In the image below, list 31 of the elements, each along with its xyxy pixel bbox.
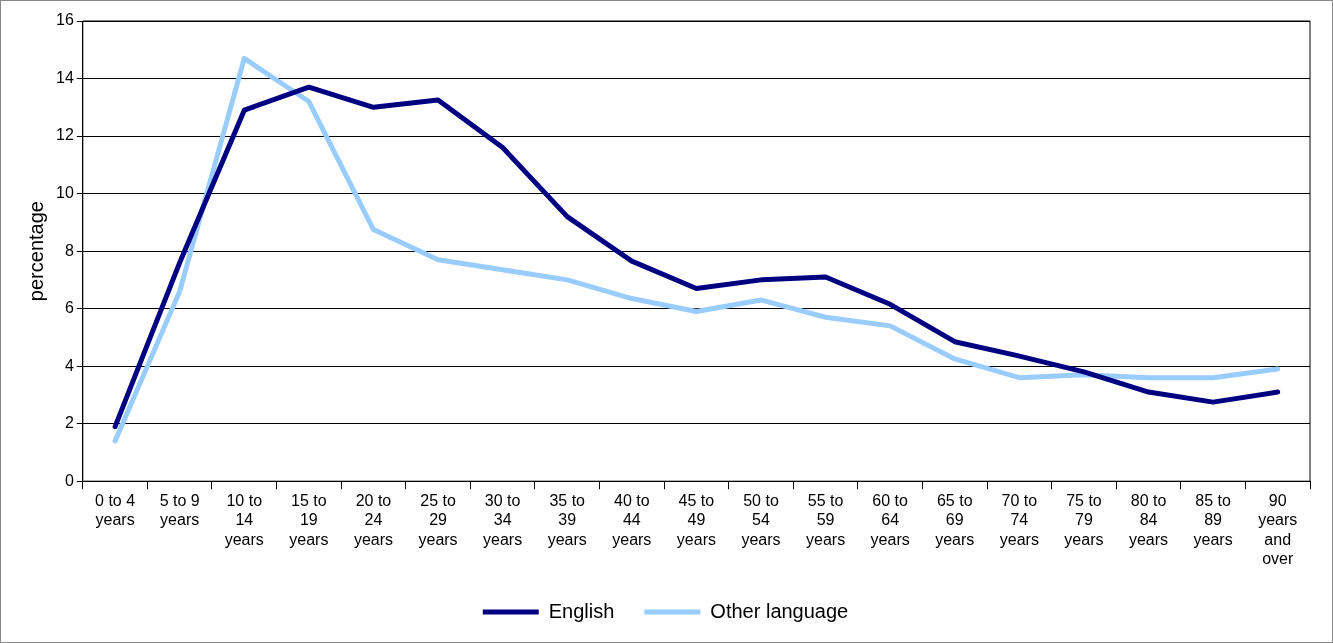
x-tick-label: 60 to 64 years [870,492,910,548]
y-tick-label: 10 [56,183,74,201]
x-tick-label: 90 years and over [1258,492,1298,567]
x-tick-label: 25 to 29 years [418,492,458,548]
y-tick-label: 6 [64,299,74,317]
y-tick-label: 8 [64,241,74,259]
x-tick-label: 5 to 9 years [159,492,200,529]
x-tick-label: 80 to 84 years [1128,492,1169,548]
x-tick-label: 30 to 34 years [483,492,523,548]
x-tick-label: 55 to 59 years [806,492,846,548]
y-axis-title: percentage [24,201,47,302]
x-tick-label: 75 to 79 years [1064,492,1104,548]
y-tick-label: 14 [56,68,74,86]
legend-label: English [548,599,615,622]
x-tick-label: 70 to 74 years [999,492,1039,548]
y-tick-label: 4 [64,356,74,374]
y-tick-label: 16 [56,11,74,29]
x-tick-label: 10 to 14 years [224,492,264,548]
y-tick-label: 2 [64,414,74,432]
x-tick-label: 65 to 69 years [935,492,975,548]
x-tick-label: 15 to 19 years [289,492,329,548]
x-tick-label: 45 to 49 years [676,492,716,548]
x-tick-label: 35 to 39 years [547,492,587,548]
x-tick-label: 85 to 89 years [1193,492,1233,548]
y-tick-label: 0 [64,471,74,489]
y-tick-label: 12 [56,126,74,144]
x-tick-label: 20 to 24 years [353,492,394,548]
x-tick-label: 40 to 44 years [612,492,652,548]
legend-label: Other language [710,599,849,622]
x-tick-label: 0 to 4 years [95,492,136,529]
x-tick-label: 50 to 54 years [741,492,781,548]
